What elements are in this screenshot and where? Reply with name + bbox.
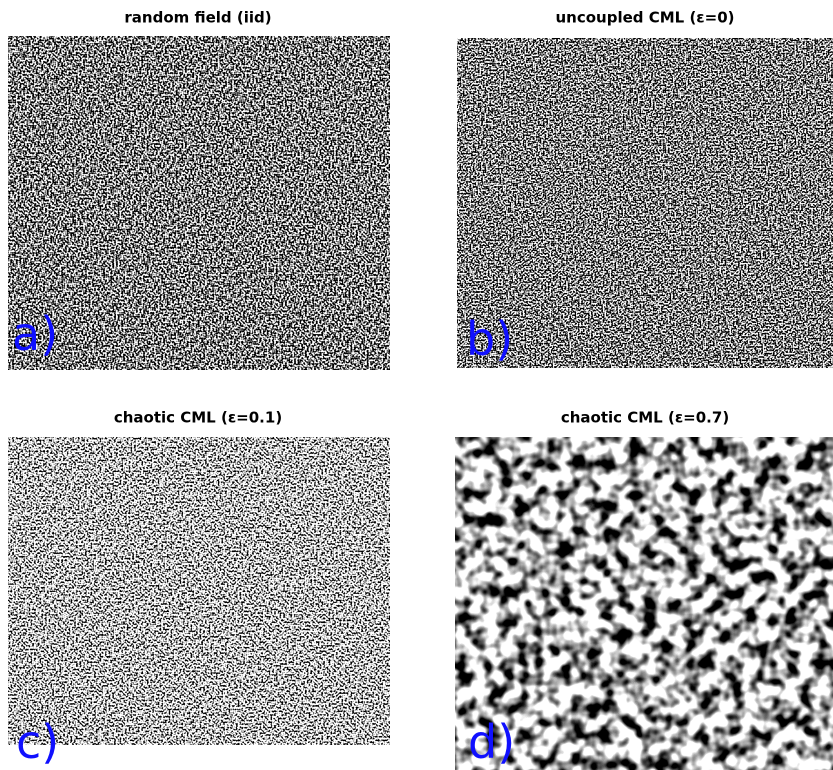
panel-title: random field (iid) [124, 9, 271, 27]
panel-label: c) [16, 715, 59, 769]
panel-title: uncoupled CML (ε=0) [555, 9, 734, 27]
noise-image [8, 437, 390, 745]
noise-image [455, 437, 833, 770]
panel-label: b) [466, 312, 513, 366]
panel-label: d) [468, 715, 515, 769]
panel-title: chaotic CML (ε=0.7) [561, 409, 729, 427]
panel-label: a) [12, 307, 58, 361]
panel-title: chaotic CML (ε=0.1) [114, 409, 282, 427]
noise-image [457, 38, 833, 368]
noise-image [8, 36, 390, 370]
